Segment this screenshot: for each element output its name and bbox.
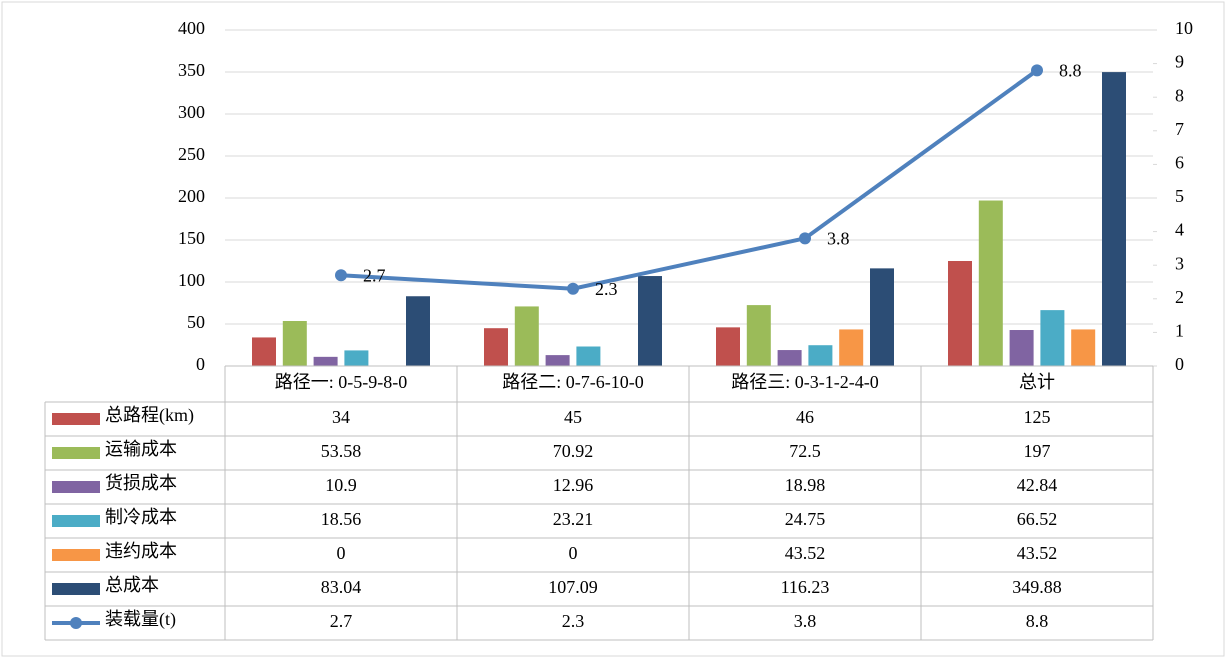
table-cell: 197 <box>1024 441 1051 461</box>
y-tick-label: 250 <box>178 144 205 164</box>
line <box>340 68 1039 291</box>
legend-key <box>52 447 100 459</box>
bar <box>716 327 740 366</box>
legend-key <box>52 481 100 493</box>
table-cell: 43.52 <box>1017 543 1058 563</box>
table-cell: 10.9 <box>325 475 357 495</box>
bar <box>1040 310 1065 366</box>
table-cell: 0 <box>337 543 346 563</box>
table-cell: 349.88 <box>1012 577 1062 597</box>
legend-label: 总路程(km) <box>105 405 194 426</box>
legend-label: 运输成本 <box>105 439 177 459</box>
y2-tick-label: 10 <box>1175 18 1193 38</box>
y2-tick-label: 4 <box>1175 220 1184 240</box>
table-cell: 2.7 <box>330 611 353 631</box>
bar <box>545 355 570 366</box>
y2-tick-label: 1 <box>1175 321 1184 341</box>
table-cell: 0 <box>569 543 578 563</box>
table-cell: 46 <box>796 407 814 427</box>
legend-key <box>52 549 100 561</box>
x-tick-label: 路径一: 0-5-9-8-0 <box>275 372 407 392</box>
bar <box>978 200 1003 366</box>
y-tick-label: 300 <box>178 102 205 122</box>
line-marker <box>567 282 579 295</box>
line-marker <box>1031 64 1043 77</box>
table-cell: 107.09 <box>548 577 598 597</box>
legend-label: 货损成本 <box>105 473 177 493</box>
bar <box>282 320 307 366</box>
x-tick-label: 总计 <box>1019 372 1055 392</box>
data-label: 3.8 <box>827 228 850 248</box>
table-cell: 125 <box>1024 407 1051 427</box>
table-cell: 70.92 <box>553 441 594 461</box>
table-cell: 8.8 <box>1026 611 1049 631</box>
table-cell: 53.58 <box>321 441 362 461</box>
bar <box>839 329 864 366</box>
bar <box>1071 329 1096 366</box>
bar <box>344 350 369 366</box>
table-cell: 23.21 <box>553 509 594 529</box>
table-cell: 42.84 <box>1017 475 1058 495</box>
legend-key-marker <box>70 617 82 629</box>
table-cell: 116.23 <box>781 577 830 597</box>
table-cell: 18.56 <box>321 509 362 529</box>
table-cell: 45 <box>564 407 582 427</box>
bar <box>777 350 802 366</box>
bar <box>406 296 430 366</box>
table-cell: 3.8 <box>794 611 817 631</box>
y2-tick-label: 2 <box>1175 287 1184 307</box>
legend-label: 制冷成本 <box>105 507 177 527</box>
table-cell: 72.5 <box>789 441 821 461</box>
line-marker <box>799 232 811 245</box>
table-cell: 24.75 <box>785 509 826 529</box>
bar <box>252 337 276 366</box>
legend-label: 总成本 <box>105 575 159 595</box>
y2-tick-label: 6 <box>1175 153 1184 173</box>
y2-tick-label: 5 <box>1175 186 1184 206</box>
table-cell: 34 <box>332 407 350 427</box>
table-cell: 2.3 <box>562 611 585 631</box>
bar <box>808 345 833 366</box>
y-tick-label: 100 <box>178 270 205 290</box>
y2-tick-label: 3 <box>1175 253 1184 273</box>
table-cell: 66.52 <box>1017 509 1058 529</box>
y2-tick-label: 7 <box>1175 119 1184 139</box>
table-cell: 43.52 <box>785 543 826 563</box>
bar <box>576 346 601 366</box>
table-cell: 83.04 <box>321 577 362 597</box>
legend-key <box>52 413 100 425</box>
bar <box>638 276 662 366</box>
y2-tick-label: 8 <box>1175 85 1184 105</box>
y-tick-label: 200 <box>178 186 205 206</box>
x-tick-label: 路径二: 0-7-6-10-0 <box>502 372 643 392</box>
data-label: 8.8 <box>1059 60 1082 80</box>
line-marker <box>335 269 347 282</box>
y-tick-label: 50 <box>187 312 205 332</box>
legend-key <box>52 515 100 527</box>
bar <box>1009 330 1034 366</box>
y-tick-label: 400 <box>178 18 205 38</box>
y2-tick-label: 9 <box>1175 52 1184 72</box>
x-tick-label: 路径三: 0-3-1-2-4-0 <box>731 372 878 392</box>
y-tick-label: 0 <box>196 354 205 374</box>
table-cell: 12.96 <box>553 475 594 495</box>
bar <box>746 305 771 366</box>
bar <box>948 261 972 366</box>
data-label: 2.7 <box>363 265 386 285</box>
legend-label: 违约成本 <box>105 541 177 561</box>
legend-key <box>52 583 100 595</box>
bar <box>313 356 338 366</box>
bar <box>514 306 539 366</box>
y-tick-label: 350 <box>178 60 205 80</box>
bar <box>1102 72 1126 366</box>
y2-tick-label: 0 <box>1175 354 1184 374</box>
bar <box>484 328 508 366</box>
bar <box>870 268 894 366</box>
legend-label: 装载量(t) <box>105 609 176 630</box>
y-tick-label: 150 <box>178 228 205 248</box>
table-cell: 18.98 <box>785 475 826 495</box>
data-label: 2.3 <box>595 279 618 299</box>
